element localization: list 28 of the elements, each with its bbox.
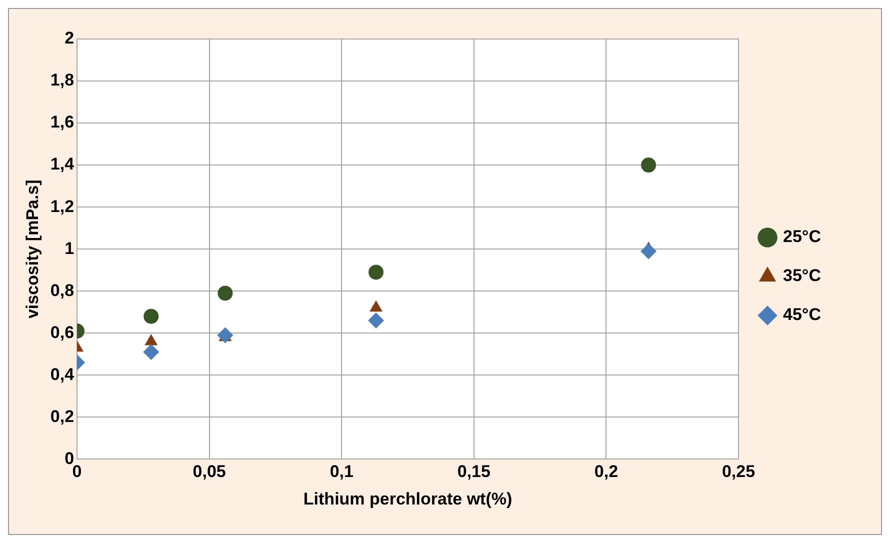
point [143,344,160,360]
point [218,286,233,301]
point [641,158,656,173]
y-tick-label: 1,2 [50,196,74,216]
x-axis-title: Lithium perchlorate wt(%) [303,489,512,508]
y-tick-label: 0,6 [50,322,74,342]
y-tick-label: 1,6 [50,112,74,132]
legend-label: 35°C [783,266,821,286]
y-tick-label: 0,4 [50,364,75,384]
point [368,264,384,280]
point [640,243,657,260]
x-tick-label: 0,25 [722,462,756,482]
y-tick-label: 0,2 [50,406,74,426]
point [368,312,384,329]
y-tick-label: 1,4 [50,154,75,174]
legend-label: 25°C [783,227,821,246]
y-tick-label: 1 [64,238,74,258]
y-tick-label: 0 [64,448,74,468]
point [144,308,159,324]
legend-label: 45°C [783,305,821,324]
y-tick-label: 0,8 [50,280,74,300]
x-tick-label: 0,2 [594,462,618,482]
y-axis-title: viscosity [mPa.s] [22,180,42,319]
y-tick-label: 1,8 [50,70,74,90]
x-tick-label: 0,1 [330,462,354,482]
x-tick-label: 0,15 [457,462,490,482]
x-tick-label: 0,05 [192,462,226,482]
y-tick-label: 2 [64,28,74,48]
